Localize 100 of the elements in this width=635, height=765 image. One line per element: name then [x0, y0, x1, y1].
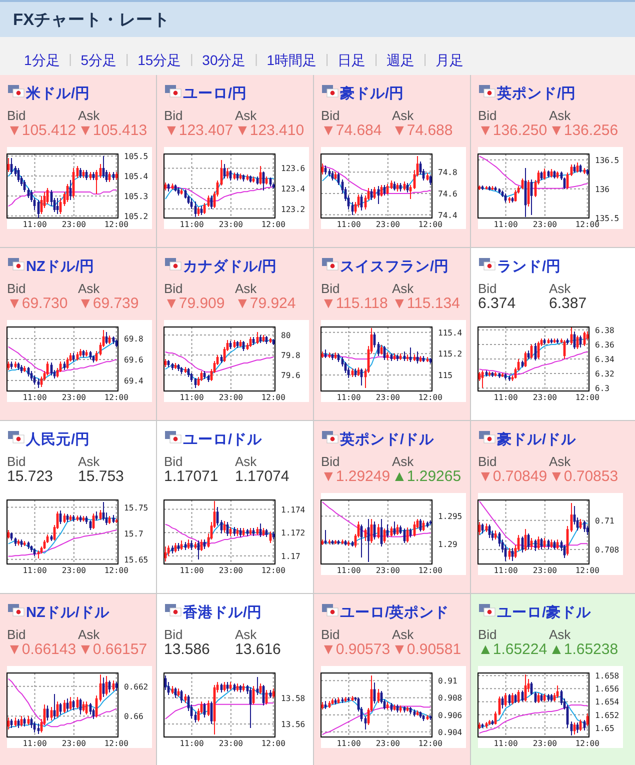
y-tick-label: 80 — [281, 331, 291, 340]
x-tick-label: 23:00 — [218, 393, 244, 402]
y-tick-label: 15.7 — [124, 529, 144, 538]
text: Ask — [235, 281, 258, 296]
y-tick-label: 0.908 — [438, 694, 462, 703]
x-tick-label: 11:00 — [180, 220, 204, 229]
candlestick — [324, 530, 327, 544]
y-tick-label: 123.4 — [281, 184, 306, 194]
x-tick-label: 11:00 — [22, 739, 47, 748]
y-tick-label: 74.4 — [438, 210, 458, 220]
text: Ask — [78, 627, 100, 642]
x-tick-label: 23:00 — [532, 393, 558, 402]
x-tick-label: 11:00 — [22, 393, 47, 402]
x-tick-label: 23:00 — [218, 739, 244, 748]
text: ▼79.924 — [235, 295, 296, 312]
chart-title: カナダドル/円 — [183, 258, 278, 275]
x-tick-label: 12:00 — [104, 220, 129, 229]
x-tick-label: 23:00 — [62, 393, 86, 402]
text: ▼136.256 — [549, 122, 618, 139]
text: Bid — [478, 108, 497, 123]
text: Bid — [7, 108, 26, 123]
y-tick-label: 105.4 — [124, 172, 148, 181]
x-tick-label: 23:00 — [376, 566, 400, 575]
text: Bid — [164, 281, 183, 296]
y-tick-label: 15.65 — [124, 555, 148, 564]
y-tick-label: 69.4 — [124, 376, 144, 386]
text: Ask — [549, 454, 572, 469]
y-tick-label: 1.172 — [281, 528, 306, 538]
y-tick-label: 136.5 — [595, 156, 620, 165]
x-tick-label: 23:00 — [532, 220, 558, 229]
x-tick-label: 12:00 — [418, 739, 443, 748]
text: ▼0.66143 — [7, 641, 76, 658]
text: Bid — [7, 627, 26, 642]
text: 1.17071 — [164, 468, 218, 485]
x-tick-label: 23:00 — [218, 566, 244, 575]
text: ▲1.65224 — [478, 641, 548, 658]
y-tick-label: 123.6 — [281, 164, 306, 174]
text: 日足 — [338, 52, 366, 68]
text: Ask — [235, 108, 258, 123]
chart-title: ランド/円 — [497, 259, 562, 275]
x-tick-label: 23:00 — [62, 739, 86, 748]
text: ▼123.410 — [235, 122, 304, 139]
chart-title: スイスフラン/円 — [340, 259, 450, 275]
text: Bid — [164, 108, 183, 123]
text: ▼1.29249 — [321, 468, 390, 485]
text: Bid — [164, 627, 183, 642]
y-tick-label: 115.2 — [438, 350, 462, 359]
y-tick-label: 0.91 — [438, 676, 458, 686]
text: ▼105.413 — [78, 122, 148, 139]
text: 6.387 — [549, 295, 587, 312]
x-tick-label: 12:00 — [418, 220, 443, 229]
y-tick-label: 0.71 — [595, 516, 614, 526]
text: 15.753 — [78, 468, 124, 485]
text: Bid — [7, 281, 26, 296]
text: ▼74.688 — [392, 122, 453, 139]
x-tick-label: 23:00 — [532, 739, 558, 748]
text: 月足 — [436, 52, 464, 68]
text: ▼0.66157 — [78, 641, 148, 658]
y-tick-label: 13.56 — [281, 720, 306, 729]
y-tick-label: 6.32 — [595, 370, 614, 379]
y-tick-label: 115 — [438, 371, 453, 380]
x-tick-label: 12:00 — [575, 739, 600, 748]
x-tick-label: 11:00 — [336, 566, 361, 575]
text: Ask — [549, 627, 572, 642]
text: 15.723 — [7, 468, 53, 485]
x-tick-label: 23:00 — [62, 220, 86, 229]
chart-title: NZドル/ドル — [26, 605, 110, 621]
text: ▲1.29265 — [392, 468, 462, 485]
x-tick-label: 11:00 — [494, 739, 518, 748]
text: 13.616 — [235, 641, 281, 658]
y-tick-label: 1.654 — [595, 698, 620, 707]
chart-title: 人民元/円 — [25, 431, 90, 448]
text: Ask — [235, 627, 258, 642]
y-tick-label: 6.38 — [595, 326, 614, 335]
text: ▼115.118 — [321, 295, 388, 312]
y-tick-label: 15.75 — [124, 503, 148, 512]
text: ▼136.250 — [478, 122, 548, 139]
y-tick-label: 135.5 — [595, 214, 620, 223]
y-tick-label: 6.36 — [595, 340, 614, 350]
text: Ask — [235, 454, 258, 469]
x-tick-label: 12:00 — [575, 220, 600, 229]
text: Ask — [392, 627, 414, 642]
text: ▼0.90573 — [321, 641, 390, 658]
x-tick-label: 23:00 — [532, 566, 558, 575]
text: Bid — [7, 454, 26, 469]
chart-title: NZドル/円 — [26, 259, 94, 275]
chart-title: ユーロ/英ポンド — [340, 604, 450, 621]
y-tick-label: 1.29 — [438, 540, 458, 549]
x-tick-label: 11:00 — [22, 566, 47, 575]
y-tick-label: 1.652 — [595, 710, 620, 720]
text: ▼0.90581 — [392, 641, 462, 658]
x-tick-label: 12:00 — [418, 393, 443, 402]
x-tick-label: 12:00 — [104, 739, 129, 748]
y-tick-label: 1.656 — [595, 684, 620, 694]
x-tick-label: 11:00 — [494, 393, 518, 402]
text: Bid — [321, 108, 340, 123]
y-tick-label: 0.906 — [438, 710, 462, 720]
text: Ask — [549, 281, 572, 296]
y-tick-label: 0.66 — [124, 712, 144, 722]
x-tick-label: 23:00 — [376, 220, 400, 229]
